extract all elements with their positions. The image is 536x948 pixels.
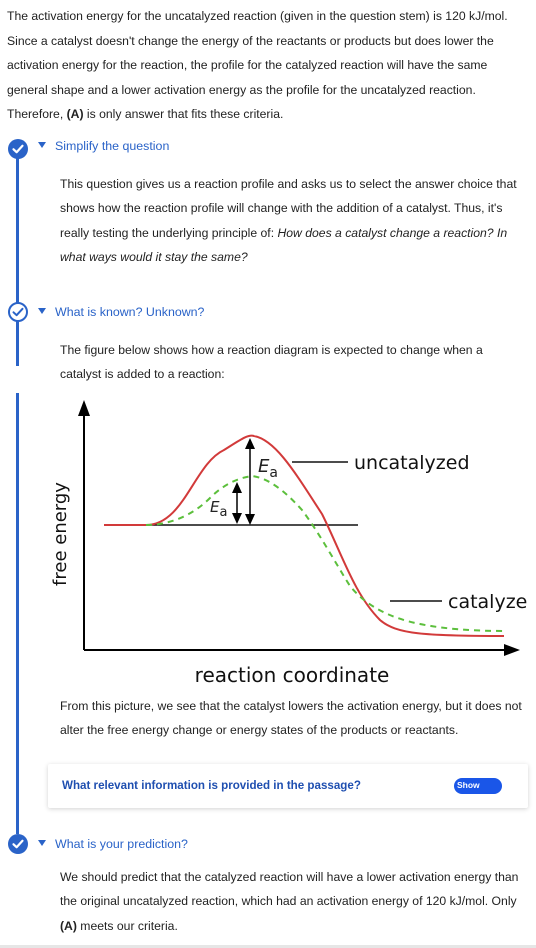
y-axis-arrow bbox=[78, 400, 90, 416]
ea-uncatalyzed-label: Ea bbox=[258, 456, 278, 481]
show-toggle-label: Show bbox=[457, 780, 480, 790]
step-prediction-body: We should predict that the catalyzed rea… bbox=[60, 865, 530, 938]
y-axis-label: free energy bbox=[50, 482, 71, 586]
caret-down-icon[interactable] bbox=[38, 142, 46, 148]
body-text: really testing the underlying principle … bbox=[60, 225, 278, 240]
body-line: This question gives us a reaction profil… bbox=[60, 177, 517, 191]
ea-catalyzed-arrowhead-top bbox=[232, 482, 242, 493]
step-title-known[interactable]: What is known? Unknown? bbox=[55, 305, 205, 319]
answer-choice-a: (A) bbox=[60, 918, 77, 933]
ea-catalyzed-label: Ea bbox=[210, 498, 227, 520]
caret-down-icon[interactable] bbox=[38, 840, 46, 846]
ea-uncatalyzed-arrowhead-top bbox=[245, 438, 255, 449]
intro-line: activation energy for the reaction, the … bbox=[7, 58, 488, 73]
intro-text: is only answer that fits these criteria. bbox=[83, 107, 284, 122]
body-line: We should predict that the catalyzed rea… bbox=[60, 870, 519, 884]
timeline-line bbox=[16, 156, 19, 366]
body-line: The figure below shows how a reaction di… bbox=[60, 343, 483, 357]
body-italic: what ways would it stay the same? bbox=[60, 249, 248, 264]
body-line: really testing the underlying principle … bbox=[60, 221, 530, 245]
timeline-line bbox=[16, 393, 19, 834]
answer-choice-a: (A) bbox=[66, 107, 84, 122]
check-circle-icon bbox=[8, 302, 28, 322]
x-axis-label: reaction coordinate bbox=[195, 663, 390, 687]
intro-line: general shape and a lower activation ene… bbox=[7, 82, 476, 97]
check-circle-icon bbox=[8, 834, 28, 854]
catalyzed-curve bbox=[145, 474, 507, 632]
intro-line: Since a catalyst doesn't change the ener… bbox=[7, 33, 494, 48]
step-title-prediction[interactable]: What is your prediction? bbox=[55, 837, 188, 851]
passage-info-card: What relevant information is provided in… bbox=[48, 764, 528, 808]
reaction-profile-figure: Ea Ea uncatalyzed catalyze free energy r… bbox=[50, 400, 527, 687]
body-line: (A) meets our criteria. bbox=[60, 914, 530, 938]
show-toggle-button[interactable]: Show bbox=[454, 778, 502, 794]
intro-text: Therefore, bbox=[7, 107, 67, 122]
ea-catalyzed-arrowhead-bottom bbox=[232, 513, 242, 524]
uncatalyzed-label: uncatalyzed bbox=[354, 452, 470, 474]
bottom-divider bbox=[0, 945, 536, 948]
x-axis-arrow bbox=[504, 644, 520, 656]
step-title-simplify[interactable]: Simplify the question bbox=[55, 139, 170, 153]
step-simplify-body: This question gives us a reaction profil… bbox=[60, 172, 530, 269]
intro-line: Therefore, (A) is only answer that fits … bbox=[7, 102, 529, 127]
ea-uncatalyzed-arrowhead-bottom bbox=[245, 514, 255, 525]
body-line: the original uncatalyzed reaction, which… bbox=[60, 894, 517, 909]
intro-paragraph: The activation energy for the uncatalyze… bbox=[7, 4, 529, 127]
catalyzed-label: catalyze bbox=[448, 591, 527, 613]
caret-down-icon[interactable] bbox=[38, 308, 46, 314]
body-text: meets our criteria. bbox=[76, 918, 178, 933]
passage-info-question: What relevant information is provided in… bbox=[62, 779, 361, 792]
step-known-body: The figure below shows how a reaction di… bbox=[60, 338, 530, 387]
body-line: catalyst is added to a reaction: bbox=[60, 367, 225, 382]
body-line: From this picture, we see that the catal… bbox=[60, 699, 522, 713]
body-line: what ways would it stay the same? bbox=[60, 245, 530, 269]
body-line: alter the free energy change or energy s… bbox=[60, 723, 459, 738]
check-circle-icon bbox=[8, 139, 28, 159]
body-line: shows how the reaction profile will chan… bbox=[60, 201, 503, 216]
intro-line: The activation energy for the uncatalyze… bbox=[7, 9, 508, 23]
uncatalyzed-curve bbox=[104, 434, 505, 637]
body-italic: How does a catalyst change a reaction? I… bbox=[277, 225, 508, 240]
step-known-after: From this picture, we see that the catal… bbox=[60, 694, 530, 743]
